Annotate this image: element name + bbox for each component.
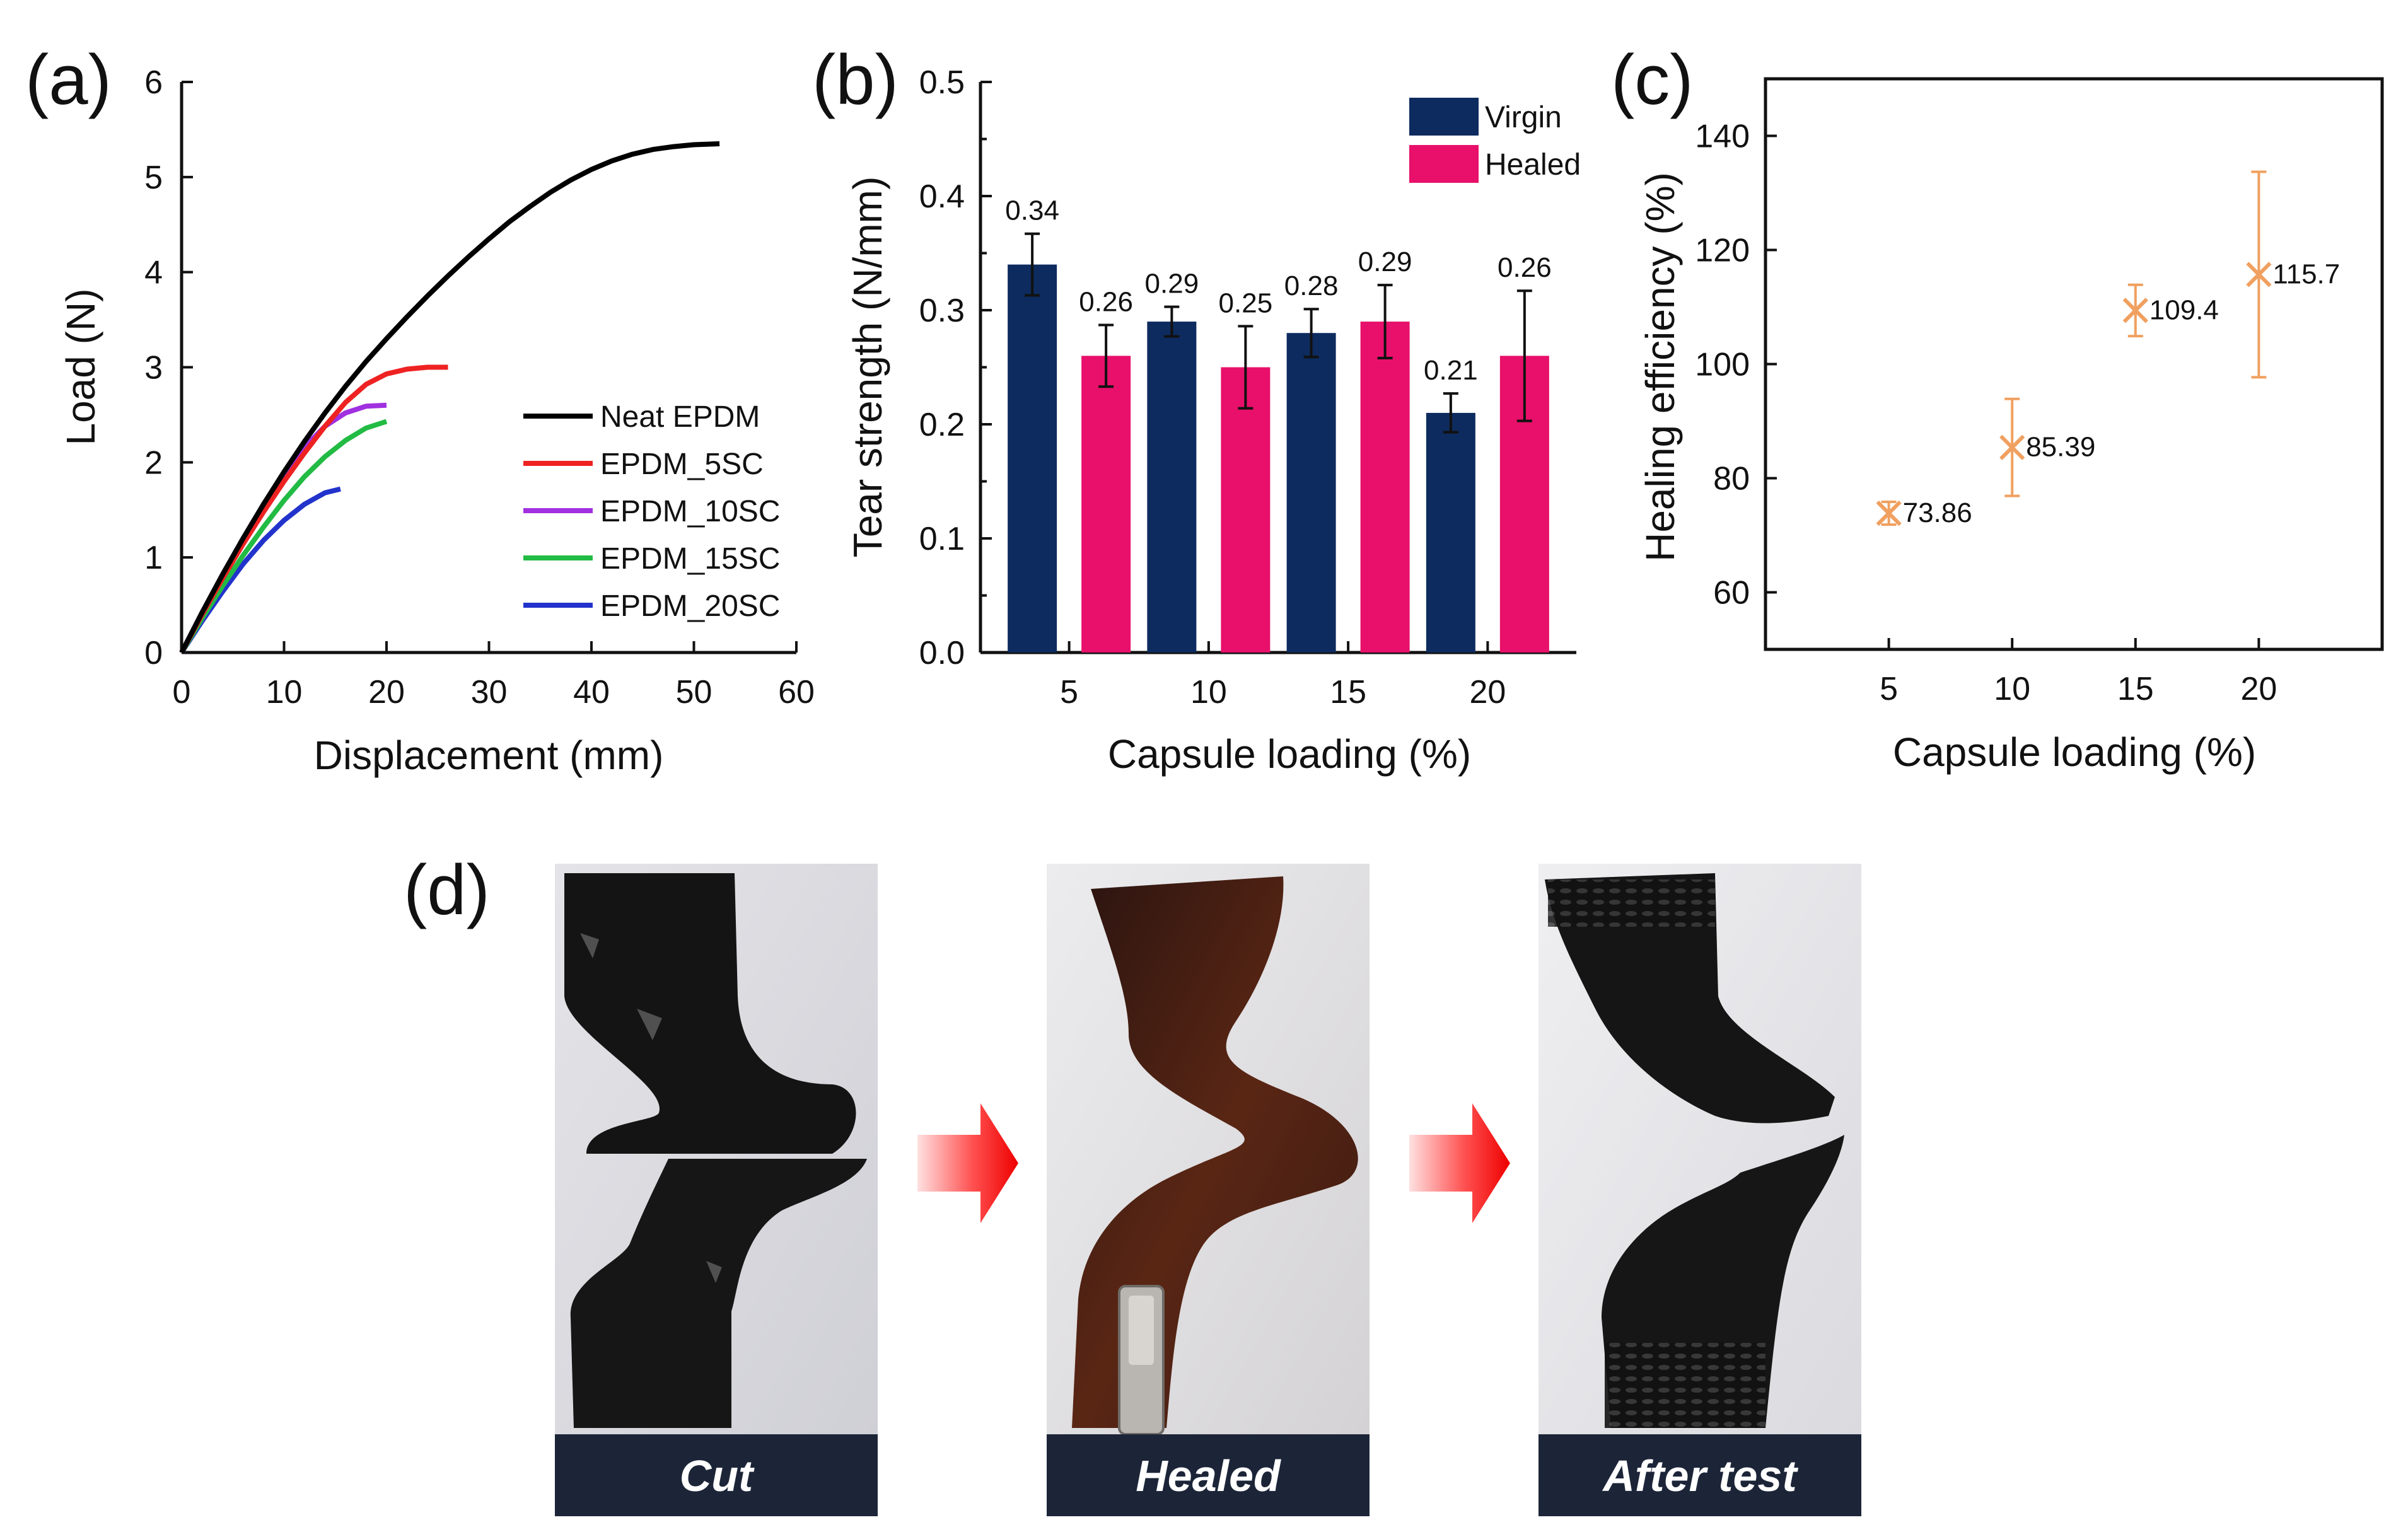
data-label: 0.21 <box>1424 355 1478 386</box>
x-tick-label: 40 <box>573 674 610 711</box>
data-label: 0.34 <box>1005 195 1059 226</box>
data-label: 0.28 <box>1284 270 1339 301</box>
data-label: 85.39 <box>2026 432 2095 463</box>
data-point-marker <box>2122 298 2148 323</box>
legend-label: EPDM_20SC <box>600 589 780 623</box>
x-tick-label: 30 <box>471 674 508 711</box>
photo-cut-caption: Cut <box>680 1451 755 1500</box>
data-label: 109.4 <box>2149 294 2219 325</box>
legend-label: EPDM_10SC <box>600 495 780 528</box>
x-tick-label: 15 <box>1330 674 1366 711</box>
x-tick-label: 50 <box>676 674 713 711</box>
photo-after-test: After test <box>1538 864 1861 1516</box>
x-tick-label: 10 <box>1190 674 1227 711</box>
cut-specimen-upper-piece <box>564 873 856 1154</box>
y-tick-label: 120 <box>1695 233 1750 269</box>
bar-virgin-10 <box>1147 322 1197 653</box>
panel-c-y-axis-title: Healing efficiency (%) <box>1637 172 1683 562</box>
panel-a-legend: Neat EPDM EPDM_5SC EPDM_10SC EPDM_15SC EPDM_… <box>523 400 780 623</box>
panel-c-label: (c) <box>1611 40 1694 119</box>
panel-a-label: (a) <box>25 40 112 119</box>
bar-healed-10 <box>1221 367 1271 653</box>
y-tick-label: 6 <box>144 64 163 101</box>
data-label: 0.29 <box>1145 269 1199 299</box>
y-tick-label: 80 <box>1713 461 1750 497</box>
photo-after-test-caption: After test <box>1602 1451 1798 1500</box>
photo-healed-caption: Healed <box>1136 1451 1281 1500</box>
x-tick-label: 20 <box>2240 671 2277 707</box>
photo-healed: Healed <box>1047 864 1370 1516</box>
series-line-epdm-5sc <box>179 364 448 654</box>
x-tick-label: 0 <box>173 674 191 711</box>
arrow-right-icon <box>1409 1103 1510 1223</box>
cut-specimen-lower-piece <box>570 1159 867 1428</box>
panel-b-x-axis-title: Capsule loading (%) <box>1108 731 1471 777</box>
legend-swatch <box>1409 98 1479 136</box>
bar-healed-5 <box>1081 356 1131 653</box>
x-tick-label: 15 <box>2117 671 2154 707</box>
y-tick-label: 3 <box>144 350 163 386</box>
panel-b-tear-strength-chart: (b) 0.0 0.1 0.2 0.3 0.4 0.5 5 10 15 20 0.34 0.26 0.… <box>812 40 1581 777</box>
panel-d-label: (d) <box>404 850 490 929</box>
x-tick-label: 5 <box>1880 671 1898 707</box>
series-line-neat-epdm <box>179 141 720 654</box>
legend-label: Healed <box>1485 148 1581 182</box>
panel-c-healing-efficiency-chart: (c) 5 10 15 20 60 80 100 120 140 73.86 85.39 109.4… <box>1611 40 2384 775</box>
y-tick-label: 1 <box>144 540 163 576</box>
panel-b-y-axis-title: Tear strength (N/mm) <box>845 177 890 558</box>
panel-a-y-axis-title: Load (N) <box>58 289 103 446</box>
legend-label: Virgin <box>1485 101 1562 134</box>
panel-a-load-displacement-chart: (a) 0 10 20 30 40 50 60 0 1 2 3 4 5 6 Displacement (m… <box>25 40 815 778</box>
y-tick-label: 0.5 <box>919 64 965 101</box>
legend-label: EPDM_5SC <box>600 448 764 481</box>
data-label: 0.25 <box>1219 287 1273 318</box>
legend-label: EPDM_15SC <box>600 542 780 576</box>
y-tick-label: 2 <box>144 444 163 481</box>
panel-b-label: (b) <box>812 40 899 119</box>
data-point-marker <box>2246 262 2272 287</box>
y-tick-label: 0 <box>144 635 163 671</box>
bar-virgin-5 <box>1008 264 1057 653</box>
photo-cut: Cut <box>555 864 878 1516</box>
y-tick-label: 0.0 <box>919 635 965 671</box>
data-label: 115.7 <box>2272 258 2340 289</box>
panel-a-x-axis-title: Displacement (mm) <box>314 733 664 778</box>
panel-c-plot-frame <box>1764 77 2384 651</box>
panel-b-legend: Virgin Healed <box>1409 98 1581 183</box>
after-test-specimen-upper-piece <box>1545 873 1835 1123</box>
y-tick-label: 100 <box>1695 347 1750 383</box>
data-label: 0.26 <box>1079 287 1133 318</box>
y-tick-label: 0.3 <box>919 293 965 329</box>
data-label: 0.29 <box>1358 247 1412 277</box>
y-tick-label: 5 <box>144 160 163 196</box>
bar-virgin-15 <box>1286 333 1336 653</box>
y-tick-label: 0.1 <box>919 521 965 557</box>
data-point-marker <box>1876 500 1902 526</box>
arrow-right-icon <box>917 1103 1018 1223</box>
data-label: 0.26 <box>1498 252 1552 283</box>
legend-label: Neat EPDM <box>600 400 760 434</box>
series-line-epdm-15sc <box>179 419 388 654</box>
x-tick-label: 20 <box>368 674 405 711</box>
x-tick-label: 10 <box>1994 671 2030 707</box>
x-tick-label: 20 <box>1469 674 1506 711</box>
y-tick-label: 140 <box>1695 119 1750 155</box>
legend-swatch <box>1409 145 1479 183</box>
bar-healed-15 <box>1360 322 1410 653</box>
data-point-marker <box>1999 434 2025 460</box>
bar-virgin-20 <box>1426 412 1475 653</box>
panel-d-photo-sequence: (d) Cut Healed <box>404 850 1861 1516</box>
data-label: 73.86 <box>1903 497 1972 528</box>
y-tick-label: 4 <box>144 255 163 291</box>
x-tick-label: 5 <box>1060 674 1078 711</box>
y-tick-label: 60 <box>1713 575 1750 612</box>
y-tick-label: 0.2 <box>919 407 965 443</box>
panel-c-x-axis-title: Capsule loading (%) <box>1893 729 2256 775</box>
y-tick-label: 0.4 <box>919 178 965 215</box>
series-line-epdm-10sc <box>179 402 387 654</box>
x-tick-label: 10 <box>266 674 303 711</box>
x-tick-label: 60 <box>778 674 815 711</box>
